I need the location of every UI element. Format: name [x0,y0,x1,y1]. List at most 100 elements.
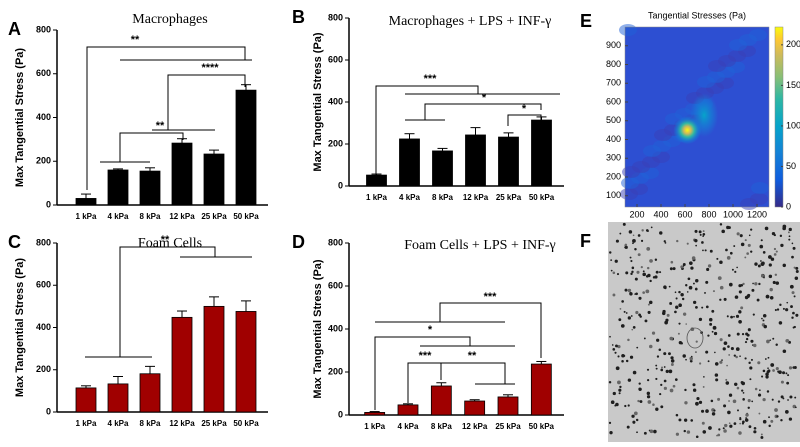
cell [670,363,674,366]
cell [723,429,727,433]
cell [619,308,622,310]
cell [757,264,761,268]
significance-label: ** [156,120,165,132]
cell [640,266,643,269]
cell [748,234,751,237]
cell [614,351,617,354]
cell [687,277,691,281]
cell [791,255,794,259]
cell [773,253,777,256]
cell [730,315,733,319]
cell [646,368,650,371]
cell [758,412,761,415]
cell [733,422,737,426]
cell [666,313,670,317]
cell [610,400,615,405]
cell [728,354,731,356]
cell [680,342,683,345]
cell [714,373,719,377]
cell [670,356,674,360]
cell [792,405,795,408]
y-tick-label: 800 [328,12,343,22]
cell [719,285,724,290]
cell [766,339,770,344]
cell [761,317,763,320]
cell [632,238,636,243]
y-tick-label: 800 [36,237,51,247]
bar [139,373,161,413]
cell [714,362,719,366]
y-tick-label: 200 [36,156,51,166]
cell [632,234,635,237]
cell [651,331,656,335]
cell [752,282,754,285]
significance-label: ** [468,350,477,362]
cell [725,248,728,252]
cell [634,293,636,295]
cell [690,419,694,422]
cell [733,354,736,357]
cell [759,389,761,391]
cell [685,284,688,287]
y-tick-label: 400 [328,96,343,106]
cell [663,285,667,289]
cell [715,378,719,382]
cell [728,226,731,229]
cell [706,267,710,272]
cell [738,431,742,435]
y-tick-label: 400 [606,134,621,144]
cell [788,417,793,421]
cell [717,276,722,281]
heatmap-texture [654,129,672,141]
y-tick-label: 400 [36,322,51,332]
cell [656,338,660,342]
cell [764,358,767,360]
bar [171,142,193,206]
cell [780,243,784,248]
cell [726,315,729,318]
cell [672,384,676,388]
cell [649,300,653,305]
cell [744,357,747,360]
cell [762,397,766,402]
y-tick-label: 600 [328,280,343,290]
cell [685,323,688,325]
cell [703,376,705,378]
cell [714,351,716,354]
cell [739,417,742,421]
x-tick-label: 8 kPa [432,193,453,202]
heatmap-texture [751,182,769,194]
cell [640,239,644,242]
x-tick-label: 600 [677,209,692,219]
bar [464,400,486,416]
bar-panel: C Foam Cells Max Tangential Stress (Pa) 0 20… [8,232,268,428]
cell [675,413,679,417]
cell [772,280,776,285]
x-tick-label: 25 kPa [201,419,227,428]
cell [698,400,703,405]
cell [707,334,710,337]
cell [669,267,673,271]
cell [774,408,778,412]
cell [742,392,745,394]
cell [655,407,659,411]
cell [702,249,704,252]
cell [740,306,744,310]
cell [654,275,658,279]
bar [75,387,97,413]
y-tick-label: 800 [328,237,343,247]
cell [794,276,799,280]
cell [622,222,626,226]
cell [612,391,616,396]
cell [659,231,663,235]
cell [761,375,764,378]
cell [702,235,704,237]
cell [775,281,780,285]
cell [747,293,751,297]
cell [625,359,629,363]
cell [733,245,736,248]
cell [707,264,712,268]
cell [762,251,766,254]
cell [792,311,795,315]
x-tick-label: 4 kPa [398,422,419,431]
